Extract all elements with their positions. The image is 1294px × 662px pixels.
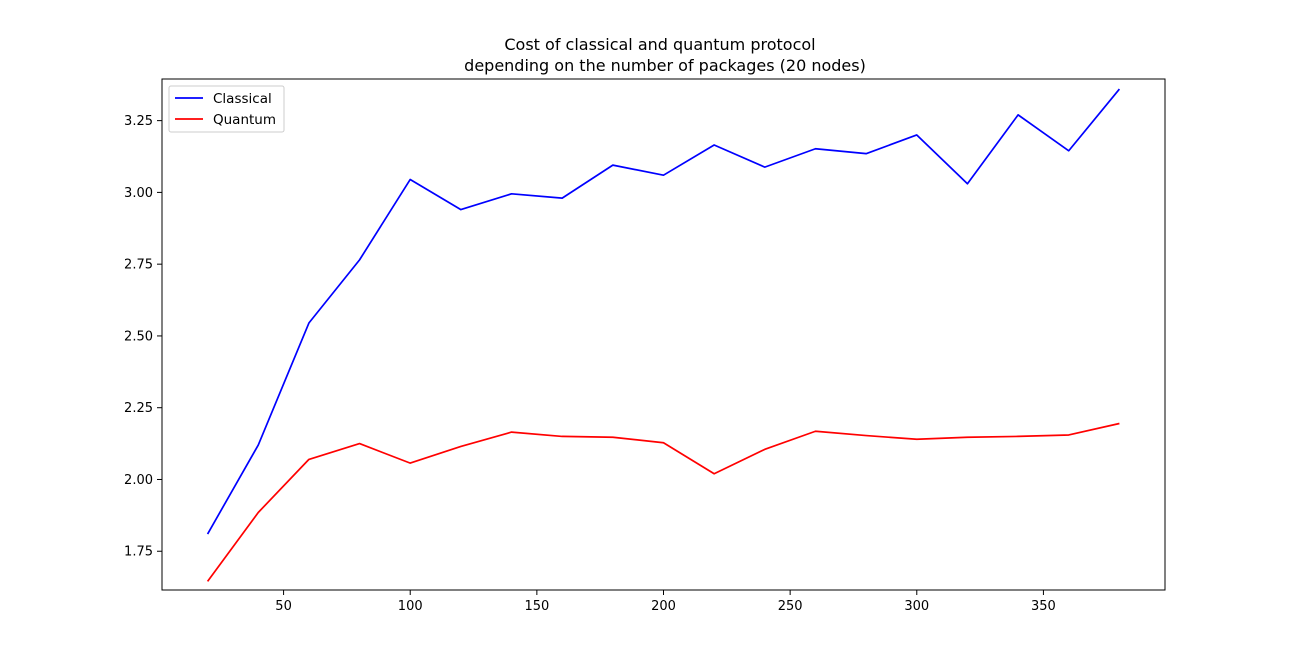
- y-tick-label: 3.25: [124, 114, 153, 129]
- series-line-classical: [206, 88, 1121, 535]
- plot-frame: [161, 78, 1166, 591]
- x-tick-label: 50: [275, 599, 292, 614]
- y-tick-label: 2.75: [124, 258, 153, 273]
- series-line-quantum: [206, 422, 1120, 582]
- chart-title-line-2: depending on the number of packages (20 …: [464, 56, 866, 75]
- y-tick-label: 2.00: [124, 473, 153, 488]
- legend-label-classical: Classical: [213, 91, 272, 107]
- legend-label-quantum: Quantum: [213, 112, 276, 128]
- y-tick-label: 2.50: [124, 329, 153, 344]
- y-tick-label: 3.00: [124, 186, 153, 201]
- x-tick-label: 100: [398, 599, 423, 614]
- x-tick-label: 250: [778, 599, 803, 614]
- chart-title-line-1: Cost of classical and quantum protocol: [504, 35, 815, 54]
- x-tick-label: 200: [651, 599, 676, 614]
- x-tick-label: 150: [524, 599, 549, 614]
- y-tick-label: 1.75: [124, 545, 153, 560]
- x-tick-label: 350: [1031, 599, 1056, 614]
- x-tick-label: 300: [904, 599, 929, 614]
- y-tick-label: 2.25: [124, 401, 153, 416]
- legend: Classical Quantum: [168, 85, 285, 133]
